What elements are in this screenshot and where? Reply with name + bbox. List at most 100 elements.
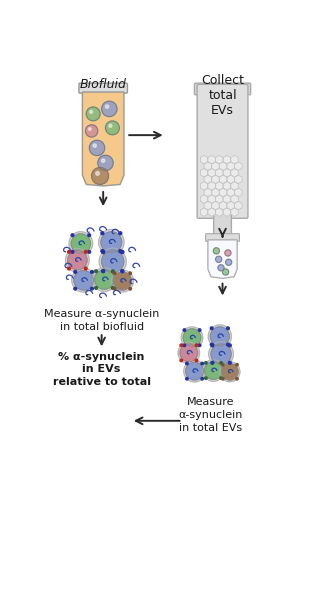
Circle shape (186, 362, 203, 380)
Circle shape (225, 259, 232, 265)
Circle shape (211, 361, 214, 364)
Polygon shape (204, 202, 212, 210)
Circle shape (99, 248, 126, 275)
Polygon shape (200, 155, 208, 164)
Circle shape (95, 270, 97, 272)
Circle shape (180, 344, 182, 346)
Circle shape (223, 269, 229, 275)
Polygon shape (227, 162, 234, 170)
Circle shape (69, 232, 93, 256)
Polygon shape (216, 208, 223, 217)
Polygon shape (200, 195, 208, 203)
Circle shape (95, 270, 114, 289)
Polygon shape (208, 208, 215, 217)
Polygon shape (212, 162, 219, 170)
Polygon shape (204, 175, 212, 184)
Circle shape (216, 256, 222, 262)
Circle shape (211, 344, 214, 347)
Circle shape (91, 271, 93, 273)
Circle shape (129, 272, 132, 274)
Circle shape (93, 268, 116, 292)
Circle shape (121, 269, 124, 272)
Polygon shape (223, 208, 230, 217)
Circle shape (99, 229, 124, 255)
Circle shape (71, 234, 74, 236)
Circle shape (91, 287, 93, 290)
Polygon shape (231, 182, 238, 190)
Circle shape (72, 268, 95, 292)
Circle shape (181, 327, 203, 349)
Circle shape (183, 329, 201, 347)
Polygon shape (212, 175, 219, 184)
Polygon shape (223, 195, 230, 203)
Polygon shape (216, 155, 223, 164)
Polygon shape (235, 188, 242, 197)
Circle shape (102, 101, 117, 116)
Circle shape (119, 250, 122, 253)
Polygon shape (223, 155, 230, 164)
Circle shape (210, 327, 213, 329)
Circle shape (186, 362, 188, 365)
Circle shape (209, 342, 233, 367)
Circle shape (101, 250, 104, 253)
Circle shape (225, 250, 231, 256)
Circle shape (236, 378, 238, 380)
Circle shape (111, 270, 133, 292)
Circle shape (203, 360, 224, 381)
Polygon shape (208, 195, 215, 203)
Polygon shape (223, 169, 230, 177)
Polygon shape (208, 240, 237, 278)
Polygon shape (227, 188, 234, 197)
Text: Collect
total
EVs: Collect total EVs (201, 74, 244, 116)
Circle shape (71, 251, 74, 253)
Circle shape (210, 343, 213, 346)
Circle shape (228, 361, 231, 364)
Circle shape (211, 344, 231, 364)
Polygon shape (204, 188, 212, 197)
Polygon shape (223, 182, 230, 190)
Circle shape (102, 250, 105, 254)
Circle shape (222, 364, 224, 366)
Polygon shape (208, 182, 215, 190)
Circle shape (93, 144, 96, 148)
Circle shape (222, 364, 238, 380)
Circle shape (68, 250, 70, 253)
Circle shape (74, 271, 93, 290)
Polygon shape (219, 162, 227, 170)
Circle shape (89, 140, 105, 155)
Polygon shape (216, 169, 223, 177)
Circle shape (184, 361, 205, 382)
Polygon shape (219, 202, 227, 210)
Text: Measure α-synuclein
in total biofluid: Measure α-synuclein in total biofluid (44, 309, 159, 332)
Polygon shape (212, 202, 219, 210)
Polygon shape (204, 162, 212, 170)
Circle shape (113, 287, 116, 290)
Circle shape (210, 327, 229, 346)
Circle shape (218, 265, 224, 271)
Polygon shape (227, 175, 234, 184)
Circle shape (195, 344, 198, 346)
Circle shape (129, 287, 132, 290)
Circle shape (183, 344, 186, 347)
Circle shape (195, 359, 198, 362)
Circle shape (183, 329, 186, 331)
Polygon shape (216, 182, 223, 190)
Text: Measure
α-synuclein
in total EVs: Measure α-synuclein in total EVs (179, 397, 243, 433)
Circle shape (205, 377, 207, 379)
Circle shape (227, 343, 229, 346)
Polygon shape (231, 169, 238, 177)
Circle shape (68, 250, 87, 270)
Circle shape (111, 287, 114, 289)
Circle shape (105, 105, 109, 108)
Circle shape (220, 362, 222, 364)
Circle shape (180, 359, 182, 362)
Circle shape (198, 329, 201, 331)
Circle shape (84, 267, 87, 270)
Circle shape (98, 155, 113, 170)
Polygon shape (219, 175, 227, 184)
Polygon shape (212, 188, 219, 197)
Circle shape (95, 287, 97, 289)
Circle shape (208, 325, 231, 348)
Circle shape (106, 121, 119, 135)
Circle shape (111, 270, 114, 272)
